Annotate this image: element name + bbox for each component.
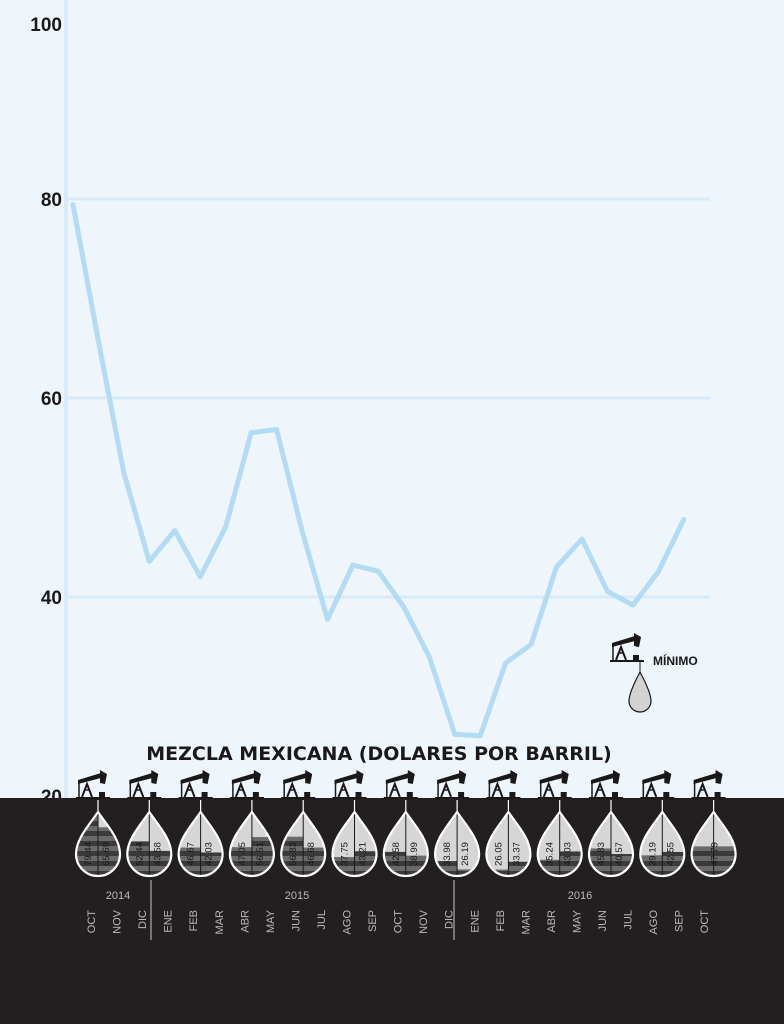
oil-drop: 42.58 38.99 — [382, 800, 429, 878]
pumpjack-icon — [76, 770, 110, 799]
minimo-legend: MÍNIMO — [610, 633, 698, 713]
drop-value-label: 26.05 — [493, 842, 504, 866]
drop-value-label: 33.98 — [442, 842, 453, 866]
month-label: MAR — [214, 910, 226, 935]
oil-drop: 26.05 33.37 — [485, 800, 532, 878]
month-label: MAY — [571, 909, 583, 933]
month-label: ABR — [239, 910, 251, 933]
drop-value-label: 38.99 — [409, 842, 420, 866]
month-label: OCT — [393, 910, 405, 934]
drop-value-label: 45.83 — [596, 842, 607, 866]
y-tick-label: 40 — [41, 588, 62, 609]
drop-value-label: 43.03 — [563, 842, 574, 866]
pumpjack-icon — [229, 770, 264, 799]
month-label: FEB — [495, 910, 507, 931]
pumpjack-icon — [691, 770, 726, 799]
month-label: OCT — [699, 910, 711, 934]
pumpjack-icon — [537, 770, 572, 799]
pumpjack-icon — [640, 770, 675, 799]
pumpjack-icon — [486, 770, 521, 799]
pumpjack-icon — [435, 770, 470, 799]
y-tick-label: 80 — [41, 190, 62, 211]
month-label: AGO — [342, 910, 354, 935]
oil-drop: 39.19 42.55 — [639, 800, 686, 878]
month-label: AGO — [648, 910, 660, 935]
drop-value-label: 40.57 — [614, 842, 625, 866]
drop-value-label: 52.44 — [134, 842, 145, 866]
pumpjack-icon — [589, 770, 623, 799]
drop-value-label: 39.19 — [647, 842, 658, 866]
pumpjack-icon — [332, 770, 367, 799]
drop-value-label: 56.51 — [255, 842, 266, 866]
month-label: JUL — [316, 910, 328, 930]
drop-value-label: 43.58 — [152, 842, 163, 866]
month-label: ENE — [163, 910, 175, 933]
month-label: JUL — [623, 910, 635, 930]
drop-value-label: 42.55 — [665, 842, 676, 866]
y-tick-label: 100 — [30, 15, 62, 36]
pumpjack-icon — [127, 770, 162, 799]
month-label: FEB — [188, 910, 200, 931]
drop-value-label: 43.21 — [358, 842, 369, 866]
year-label: 2014 — [106, 890, 130, 902]
month-label: MAY — [265, 909, 277, 933]
oil-drop: 33.98 26.19 — [433, 800, 481, 878]
drop-value-label: 79.44 — [83, 842, 94, 866]
oil-drop: 47.05 56.51 — [228, 800, 276, 878]
month-label: MAR — [520, 910, 532, 935]
month-label: JUN — [597, 910, 609, 931]
legend-label: MÍNIMO — [653, 653, 698, 668]
oil-drop: 46.67 42.03 — [177, 800, 224, 878]
series-line — [70, 202, 687, 739]
month-label: OCT — [86, 910, 98, 934]
year-label: 2015 — [285, 890, 309, 902]
drop-value-label: 37.75 — [340, 842, 351, 866]
month-label: DIC — [444, 910, 456, 929]
month-label: ABR — [546, 910, 558, 933]
grid-lines — [66, 197, 710, 599]
drop-value-label: 35.24 — [545, 842, 556, 866]
drop-value-label: 47.79 — [710, 842, 721, 866]
oil-drop: 45.83 40.57 — [587, 800, 635, 878]
pumpjack-icon — [178, 770, 213, 799]
oil-drop: 56.83 46.68 — [280, 800, 327, 878]
drop-value-label: 56.83 — [288, 842, 299, 866]
drop-value-label: 42.58 — [391, 842, 402, 866]
drop-value-label: 33.37 — [511, 842, 522, 866]
month-label: NOV — [112, 909, 124, 934]
oil-drop: 37.75 43.21 — [331, 800, 378, 878]
drop-value-label: 65.69 — [101, 842, 112, 866]
year-label: 2016 — [568, 890, 592, 902]
month-label: SEP — [367, 910, 379, 932]
month-label: DIC — [137, 910, 149, 929]
month-label: NOV — [418, 909, 430, 934]
month-label: JUN — [290, 910, 302, 931]
drop-value-label: 26.19 — [460, 842, 471, 866]
year-labels: 2014 2015 2016 — [106, 880, 592, 940]
y-tick-label: 60 — [41, 389, 62, 410]
chart-title: MEZCLA MEXICANA (DOLARES POR BARRIL) — [146, 743, 611, 765]
pumpjack-icon — [281, 770, 316, 799]
drop-value-label: 46.67 — [186, 842, 197, 866]
drop-value-label: 42.03 — [204, 842, 215, 866]
month-labels: OCT NOV DIC ENE FEB MAR ABR MAY JUN JUL AGO SEP OCT N… — [86, 909, 711, 934]
pumpjack-icon — [610, 633, 644, 662]
oil-drop: 35.24 43.03 — [536, 800, 583, 878]
oil-drop: 52.44 43.58 — [126, 800, 173, 878]
month-label: SEP — [674, 910, 686, 932]
drop-value-label: 47.05 — [237, 842, 248, 866]
oil-drop: 47.79 — [690, 800, 737, 878]
pumpjack-row — [76, 770, 726, 799]
drop-value-label: 46.68 — [306, 842, 317, 866]
oil-drop-icon — [628, 670, 652, 713]
pumpjack-icon — [383, 770, 418, 799]
month-label: ENE — [469, 910, 481, 933]
